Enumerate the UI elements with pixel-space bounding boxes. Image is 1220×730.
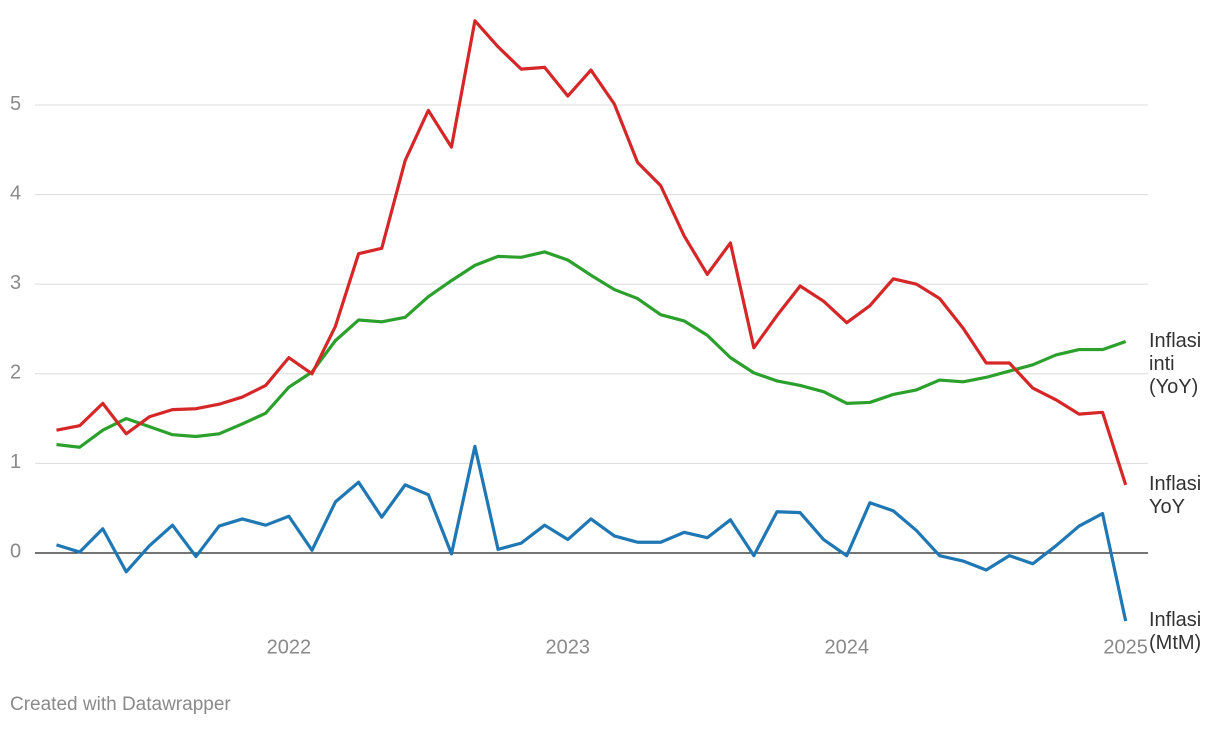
y-tick-label: 3 — [10, 272, 21, 294]
series-label: Inflasi YoY — [1149, 472, 1202, 518]
y-tick-label: 0 — [10, 541, 21, 563]
series-line — [56, 444, 1128, 622]
series-label: Inflasi inti (YoY) — [1149, 329, 1202, 398]
footer: Created with Datawrapper — [10, 694, 231, 715]
series-line — [56, 19, 1128, 486]
x-tick-label: 2024 — [824, 636, 869, 658]
series-line — [56, 250, 1127, 449]
x-tick-label: 2023 — [546, 636, 591, 658]
y-tick-label: 5 — [10, 93, 21, 115]
x-tick-label: 2022 — [267, 636, 312, 658]
y-tick-label: 1 — [10, 451, 21, 473]
series-label: Inflasi (MtM) — [1149, 609, 1202, 655]
y-tick-label: 2 — [10, 362, 21, 384]
y-tick-label: 4 — [10, 182, 21, 204]
x-tick-label: 2025 — [1103, 636, 1148, 658]
